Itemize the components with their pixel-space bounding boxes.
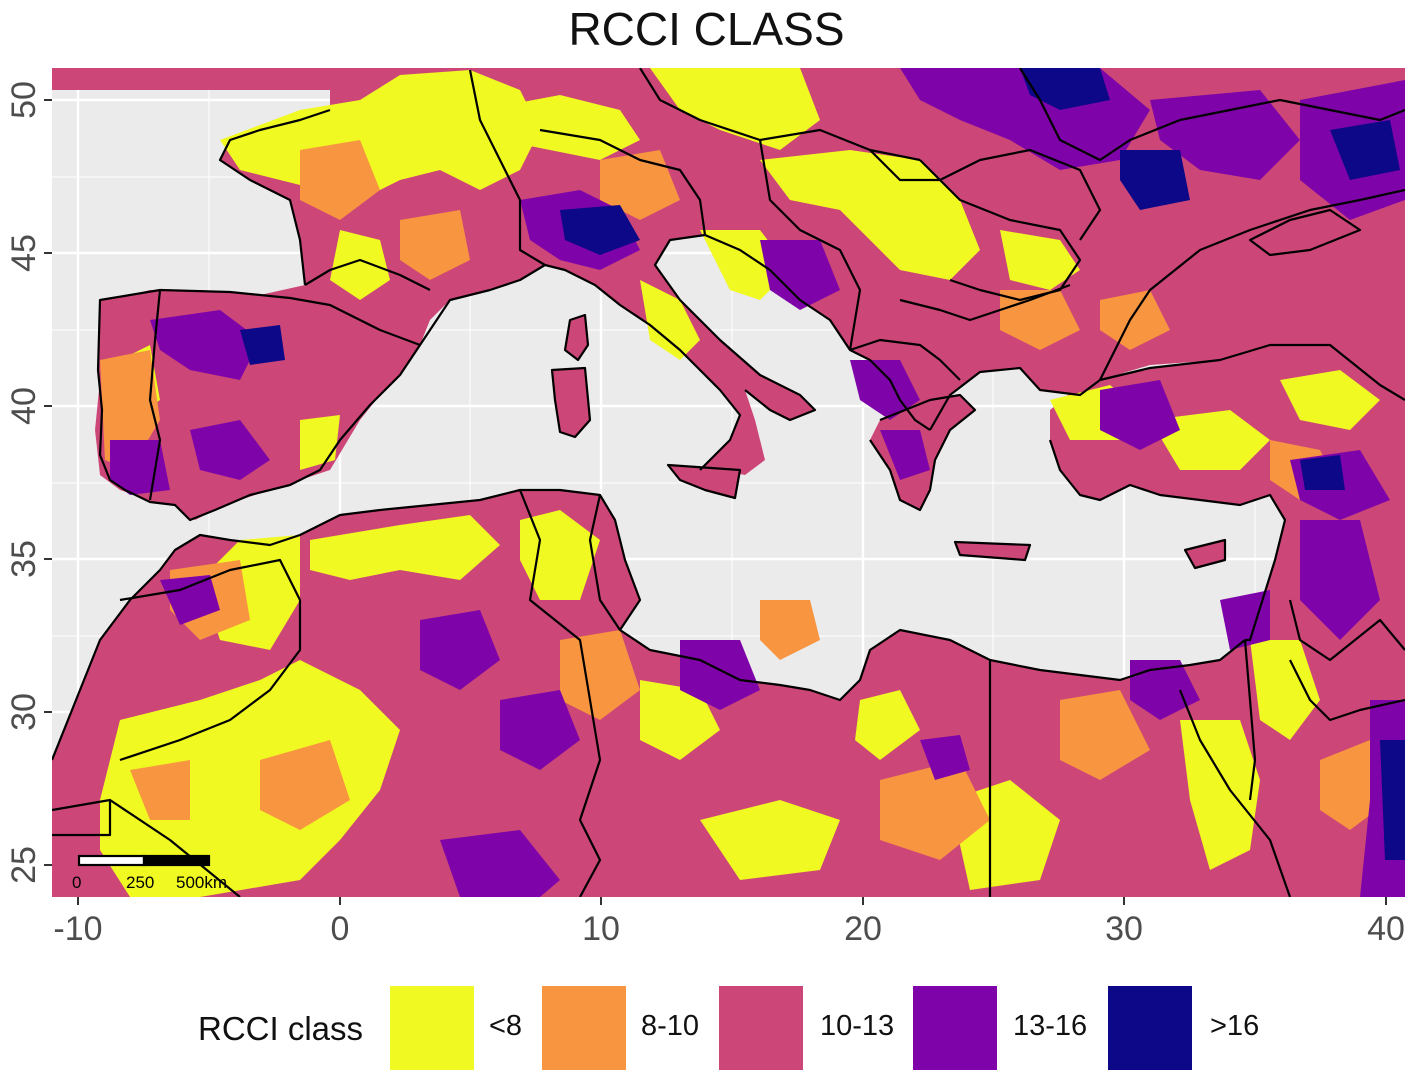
- x-tick-label: 10: [582, 910, 620, 948]
- y-tick-label: 25: [5, 846, 43, 884]
- x-tick-label: 40: [1367, 910, 1405, 948]
- legend-label-gt16: >16: [1210, 1010, 1260, 1042]
- scale-label-0: 0: [72, 873, 81, 892]
- y-tick-label: 45: [5, 234, 43, 272]
- y-tick-label: 40: [5, 387, 43, 425]
- axis-ticks: [44, 99, 1387, 905]
- country-borders: [52, 68, 1405, 897]
- legend-label-10-13: 10-13: [820, 1010, 895, 1042]
- legend-key-10-13: [719, 986, 803, 1070]
- x-tick-label: 0: [331, 910, 350, 948]
- legend-label-13-16: 13-16: [1013, 1010, 1088, 1042]
- legend-label-lt8: <8: [489, 1010, 523, 1042]
- land-sicily: [668, 465, 740, 498]
- rcci-patches: [100, 68, 1405, 897]
- y-tick-label: 30: [5, 693, 43, 731]
- legend-key-8-10: [542, 986, 626, 1070]
- x-tick-label: 30: [1105, 910, 1143, 948]
- scale-label-500km: 500km: [176, 873, 227, 892]
- scale-bar-segment-1: [77, 854, 146, 867]
- map-title: RCCI CLASS: [568, 3, 845, 55]
- map-figure: 0 250 500km -10 0 10 20 30 40 25 30 35 4…: [5, 68, 1405, 948]
- scale-bar: 0 250 500km: [72, 854, 227, 892]
- scale-label-250: 250: [126, 873, 154, 892]
- land-cyprus: [1185, 540, 1225, 568]
- y-axis-labels: 25 30 35 40 45 50: [5, 81, 43, 884]
- scale-bar-segment-2: [142, 854, 211, 867]
- legend-label-8-10: 8-10: [641, 1010, 700, 1042]
- legend-title: RCCI class: [198, 1010, 364, 1047]
- legend-key-gt16: [1108, 986, 1192, 1070]
- x-axis-labels: -10 0 10 20 30 40: [53, 910, 1404, 948]
- land-corsica: [565, 315, 588, 360]
- legend-key-13-16: [913, 986, 997, 1070]
- land-sardinia: [552, 368, 590, 437]
- y-tick-label: 35: [5, 540, 43, 578]
- x-tick-label: 20: [844, 910, 882, 948]
- y-tick-label: 50: [5, 81, 43, 119]
- x-tick-label: -10: [53, 910, 102, 948]
- legend: RCCI class <8 8-10 10-13 13-16 >16: [0, 984, 1413, 1074]
- legend-key-lt8: [390, 986, 474, 1070]
